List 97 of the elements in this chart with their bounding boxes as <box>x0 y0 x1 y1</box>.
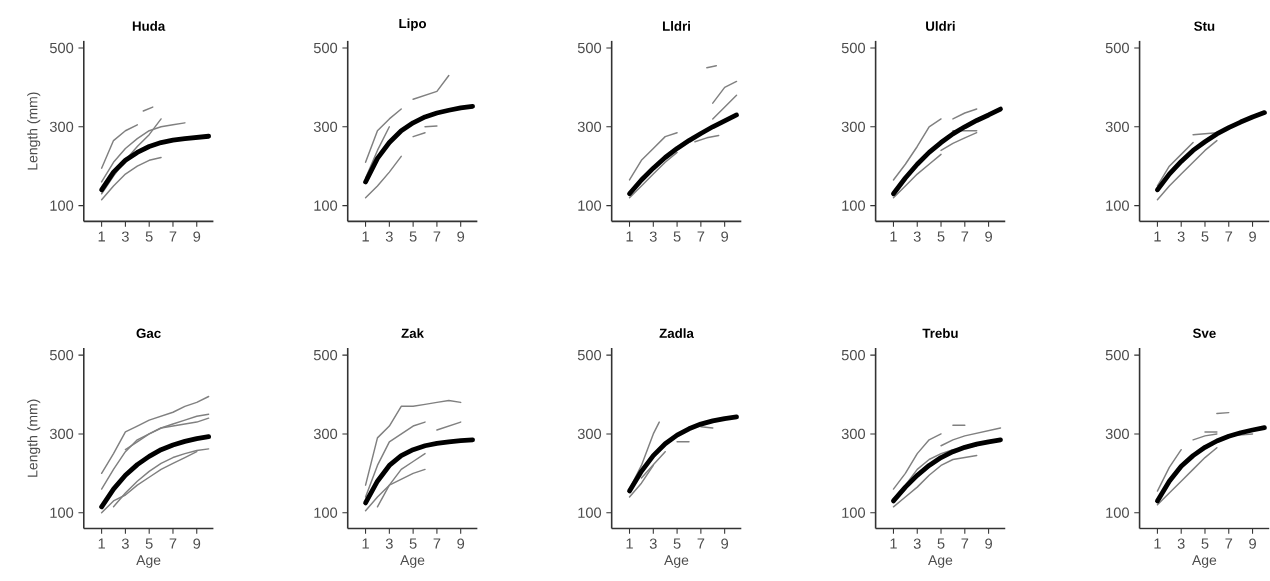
y-tick-label: 300 <box>1105 121 1129 132</box>
y-tick-label: 100 <box>1106 507 1129 518</box>
chart-title: Zak <box>401 328 424 338</box>
x-tick-label: 3 <box>121 231 129 242</box>
y-tick-label: 300 <box>841 428 866 439</box>
y-tick-label: 300 <box>313 121 338 132</box>
chart-title: Lipo <box>399 18 427 31</box>
y-tick-label: 100 <box>1106 200 1129 211</box>
x-tick-label: 1 <box>362 538 369 549</box>
x-tick-label: 5 <box>937 538 945 549</box>
x-tick-label: 1 <box>1154 538 1161 549</box>
x-tick-label: 3 <box>1177 231 1185 242</box>
y-tick-label: 100 <box>314 507 338 518</box>
x-tick-label: 9 <box>1249 538 1256 549</box>
y-tick-label: 500 <box>577 349 602 361</box>
x-tick-label: 1 <box>98 231 105 242</box>
x-axis-title: Age <box>400 555 425 568</box>
x-tick-label: 1 <box>890 231 897 242</box>
x-tick-label: 7 <box>433 538 441 549</box>
chart-title: Sve <box>1192 328 1216 338</box>
x-tick-label: 3 <box>913 231 921 242</box>
x-tick-label: 5 <box>937 231 945 242</box>
y-axis-title: Length (mm) <box>27 399 41 477</box>
chart-title: Gac <box>136 328 161 338</box>
x-tick-label: 3 <box>913 538 921 549</box>
x-tick-label: 9 <box>457 231 465 242</box>
y-tick-label: 100 <box>314 200 338 211</box>
y-tick-label: 100 <box>50 507 74 518</box>
chart-title: Huda <box>132 20 166 31</box>
x-tick-label: 9 <box>721 538 729 549</box>
y-tick-label: 100 <box>578 200 602 211</box>
x-tick-label: 1 <box>626 538 633 549</box>
x-tick-label: 7 <box>169 538 177 549</box>
x-tick-label: 5 <box>673 231 681 242</box>
x-tick-label: 7 <box>433 231 441 242</box>
y-tick-label: 500 <box>313 349 338 361</box>
x-tick-label: 9 <box>457 538 465 549</box>
x-tick-label: 5 <box>145 231 153 242</box>
x-tick-label: 3 <box>385 231 393 242</box>
x-tick-label: 3 <box>1177 538 1185 549</box>
x-tick-label: 1 <box>362 231 369 242</box>
y-tick-label: 300 <box>49 428 74 439</box>
chart-title: Stu <box>1194 21 1215 31</box>
x-tick-label: 5 <box>1201 538 1209 549</box>
x-tick-label: 7 <box>1225 231 1233 242</box>
y-axis-title: Length (mm) <box>27 92 41 170</box>
x-tick-label: 5 <box>409 231 417 242</box>
y-tick-label: 100 <box>578 507 602 518</box>
x-tick-label: 5 <box>1201 231 1209 242</box>
x-tick-label: 3 <box>121 538 129 549</box>
x-tick-label: 7 <box>697 231 705 242</box>
y-tick-label: 300 <box>49 121 74 132</box>
x-tick-label: 3 <box>385 538 393 549</box>
x-tick-label: 5 <box>673 538 681 549</box>
x-tick-label: 7 <box>169 231 177 242</box>
y-tick-label: 300 <box>1105 428 1129 439</box>
y-tick-label: 300 <box>313 428 338 439</box>
x-tick-label: 7 <box>961 231 969 242</box>
x-tick-label: 1 <box>98 538 105 549</box>
x-axis-title: Age <box>664 555 689 568</box>
x-tick-label: 1 <box>1154 231 1161 242</box>
x-tick-label: 5 <box>145 538 153 549</box>
x-tick-label: 9 <box>985 231 992 242</box>
x-tick-label: 5 <box>409 538 417 549</box>
x-tick-label: 3 <box>649 231 657 242</box>
y-tick-label: 500 <box>313 42 338 53</box>
x-tick-label: 1 <box>626 231 633 242</box>
y-tick-label: 500 <box>577 42 602 53</box>
x-tick-label: 7 <box>1225 538 1233 549</box>
x-tick-label: 9 <box>985 538 992 549</box>
y-tick-label: 500 <box>49 349 74 361</box>
chart-title: Trebu <box>922 328 958 338</box>
x-tick-label: 9 <box>721 231 729 242</box>
y-tick-label: 100 <box>842 200 866 211</box>
y-tick-label: 500 <box>841 349 866 361</box>
x-tick-label: 9 <box>1249 231 1256 242</box>
y-tick-label: 100 <box>50 200 74 211</box>
x-tick-label: 1 <box>890 538 897 549</box>
x-tick-label: 9 <box>193 538 201 549</box>
x-tick-label: 3 <box>649 538 657 549</box>
x-axis-title: Age <box>136 555 161 568</box>
chart-title: Zadla <box>659 328 694 338</box>
x-tick-label: 7 <box>961 538 969 549</box>
chart-title: Lldri <box>662 20 690 31</box>
x-axis-title: Age <box>1191 555 1217 568</box>
chart-title: Uldri <box>926 20 955 31</box>
y-tick-label: 300 <box>841 121 866 132</box>
y-tick-label: 100 <box>842 507 866 518</box>
x-tick-label: 7 <box>697 538 705 549</box>
x-tick-label: 9 <box>193 231 201 242</box>
y-tick-label: 300 <box>577 428 602 439</box>
y-tick-label: 500 <box>49 42 74 53</box>
x-axis-title: Age <box>928 555 953 568</box>
y-tick-label: 500 <box>841 42 866 53</box>
y-tick-label: 500 <box>1105 349 1129 361</box>
y-tick-label: 300 <box>577 121 602 132</box>
y-tick-label: 500 <box>1105 42 1129 53</box>
